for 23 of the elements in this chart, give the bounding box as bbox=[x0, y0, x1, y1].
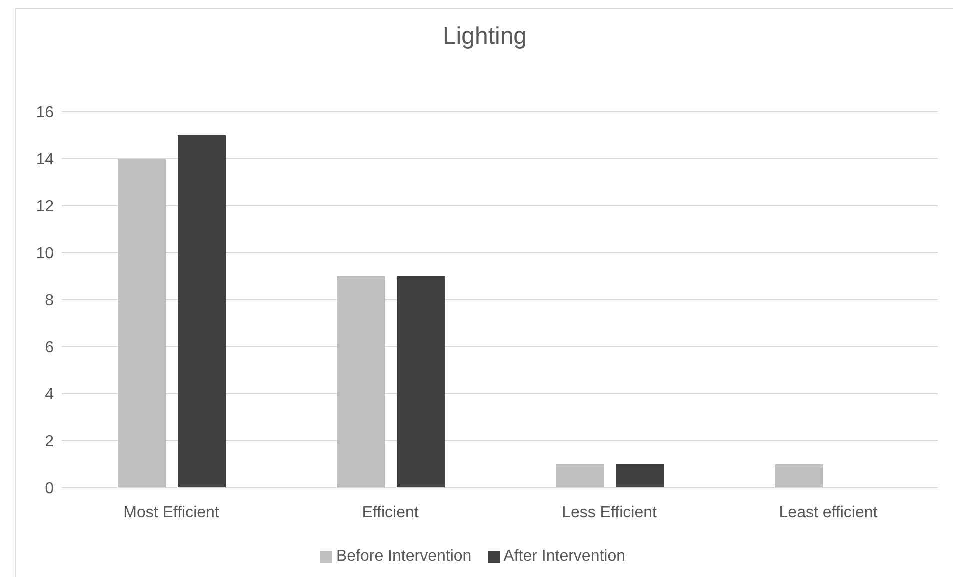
y-tick-label: 16 bbox=[36, 104, 54, 122]
bar bbox=[775, 464, 823, 488]
bar bbox=[118, 159, 166, 488]
y-tick-label: 4 bbox=[45, 386, 54, 404]
bar bbox=[178, 136, 226, 488]
y-tick-label: 10 bbox=[36, 246, 54, 263]
y-tick-label: 14 bbox=[36, 152, 54, 169]
chart-title: Lighting bbox=[442, 23, 528, 51]
x-tick-label: Less Efficient bbox=[562, 504, 658, 522]
bar bbox=[556, 464, 604, 488]
y-tick-label: 12 bbox=[36, 198, 54, 216]
y-tick-label: 6 bbox=[45, 340, 54, 357]
legend-label: Before Intervention bbox=[336, 548, 472, 565]
bar bbox=[616, 464, 664, 488]
y-tick-label: 2 bbox=[45, 434, 54, 451]
y-tick-label: 8 bbox=[45, 292, 54, 310]
y-tick-label: 0 bbox=[45, 480, 54, 498]
legend-label: After Intervention bbox=[504, 548, 626, 565]
bar bbox=[397, 276, 445, 488]
x-tick-label: Least efficient bbox=[779, 504, 878, 522]
x-tick-label: Most Efficient bbox=[124, 504, 220, 522]
bar bbox=[337, 276, 385, 488]
x-tick-label: Efficient bbox=[362, 504, 420, 522]
